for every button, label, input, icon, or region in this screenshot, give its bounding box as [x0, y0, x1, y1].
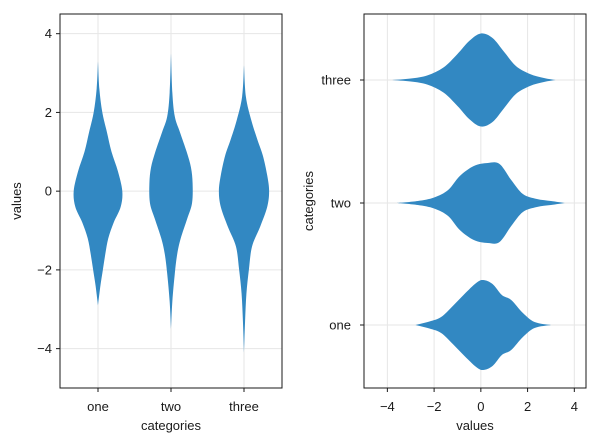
right-x-tick-label: 2 [524, 399, 531, 414]
right-plot-frame [363, 13, 587, 389]
right-violin-panel: −4 −2 0 2 4 one two three values categories [301, 13, 587, 433]
left-x-axis-label: categories [141, 418, 201, 433]
right-violins [392, 33, 565, 371]
right-x-tick-label: −4 [380, 399, 395, 414]
violin-three [392, 33, 556, 127]
right-ticks: −4 −2 0 2 4 one two three [321, 73, 578, 415]
left-violin-panel: 4 2 0 −2 −4 one two three categories values [9, 13, 283, 433]
left-y-tick-label: 0 [45, 184, 52, 199]
right-y-axis-label: categories [301, 171, 316, 231]
right-y-tick-label: three [321, 73, 351, 88]
left-y-tick-label: −2 [37, 262, 52, 277]
violin-one [415, 279, 551, 371]
violin-two [149, 53, 193, 329]
left-y-tick-label: −4 [37, 341, 52, 356]
violin-three [218, 65, 270, 353]
left-y-axis-label: values [9, 182, 24, 220]
right-x-tick-label: −2 [427, 399, 442, 414]
left-y-tick-label: 4 [45, 26, 52, 41]
right-x-axis-label: values [456, 418, 494, 433]
violin-one [73, 61, 123, 306]
left-violins [73, 53, 270, 353]
right-x-tick-label: 0 [477, 399, 484, 414]
left-ticks: 4 2 0 −2 −4 one two three [37, 26, 259, 414]
left-y-tick-label: 2 [45, 105, 52, 120]
right-y-tick-label: one [329, 318, 351, 333]
right-x-tick-label: 4 [571, 399, 578, 414]
violin-two [396, 162, 565, 244]
left-x-tick-label: two [161, 399, 181, 414]
left-x-tick-label: one [87, 399, 109, 414]
right-y-tick-label: two [331, 196, 351, 211]
left-x-tick-label: three [229, 399, 259, 414]
